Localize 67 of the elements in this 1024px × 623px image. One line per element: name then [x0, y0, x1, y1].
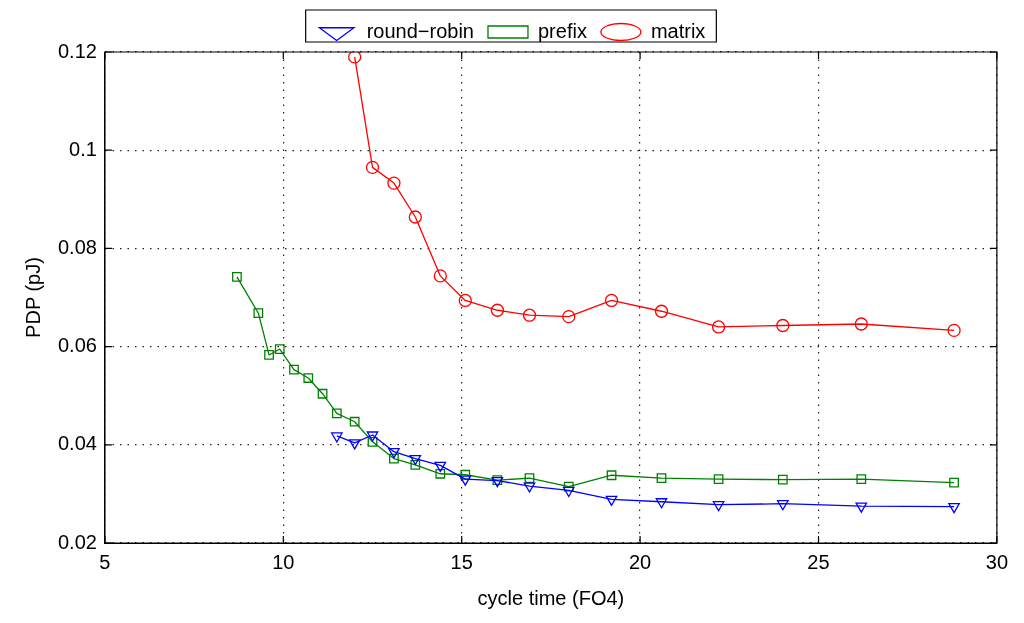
point: [367, 436, 378, 447]
point: [606, 470, 617, 481]
point: [713, 474, 724, 485]
point: [303, 373, 314, 383]
point: [409, 454, 422, 466]
point: [388, 448, 400, 459]
y-tick-label: 0.1: [69, 137, 97, 160]
y-tick-label: 0.12: [57, 39, 97, 62]
point: [434, 461, 447, 473]
x-tick-label: 15: [450, 550, 473, 573]
point: [435, 468, 446, 479]
point: [654, 304, 669, 318]
point: [460, 469, 471, 480]
point: [776, 318, 790, 333]
y-tick-label: 0.04: [57, 432, 97, 455]
x-axis-title: cycle time (FO4): [477, 586, 625, 609]
point: [264, 350, 274, 360]
point: [348, 439, 361, 450]
point: [712, 501, 725, 512]
point: [366, 431, 379, 442]
y-axis-title: PDP (pJ): [21, 257, 44, 338]
x-tick-label: 30: [985, 550, 1008, 573]
point: [490, 303, 505, 317]
point: [433, 269, 447, 283]
point: [232, 271, 242, 282]
point: [459, 475, 472, 486]
point: [562, 310, 576, 324]
point: [655, 498, 668, 509]
point: [605, 495, 618, 506]
point: [317, 388, 328, 399]
point: [387, 176, 401, 190]
point: [948, 503, 960, 514]
point: [604, 293, 619, 308]
point: [330, 432, 343, 443]
point: [331, 408, 342, 419]
legend-label: matrix: [650, 19, 706, 42]
x-tick-label: 20: [628, 550, 652, 573]
point: [854, 317, 868, 331]
point: [855, 502, 868, 513]
x-tick-label: 10: [272, 550, 295, 573]
point: [949, 477, 959, 488]
point: [458, 293, 472, 308]
legend-label: prefix: [537, 19, 587, 42]
y-tick-label: 0.02: [57, 530, 97, 553]
point: [410, 460, 421, 470]
x-tick-label: 25: [807, 550, 830, 573]
point: [289, 364, 299, 375]
x-tick-label: 5: [99, 550, 111, 573]
point: [522, 308, 537, 322]
point: [389, 453, 399, 464]
point: [408, 210, 422, 224]
point: [365, 160, 380, 175]
point: [776, 500, 789, 511]
point: [349, 416, 360, 427]
point: [947, 323, 961, 338]
point: [523, 482, 536, 493]
point: [711, 320, 726, 334]
point: [274, 344, 285, 354]
point: [562, 486, 575, 498]
y-tick-label: 0.06: [57, 334, 97, 357]
point: [777, 474, 788, 485]
legend-label: round−robin: [366, 19, 474, 42]
point: [253, 308, 264, 319]
point: [856, 474, 867, 485]
point: [656, 473, 667, 484]
y-tick-label: 0.08: [57, 235, 97, 258]
point: [348, 52, 362, 64]
